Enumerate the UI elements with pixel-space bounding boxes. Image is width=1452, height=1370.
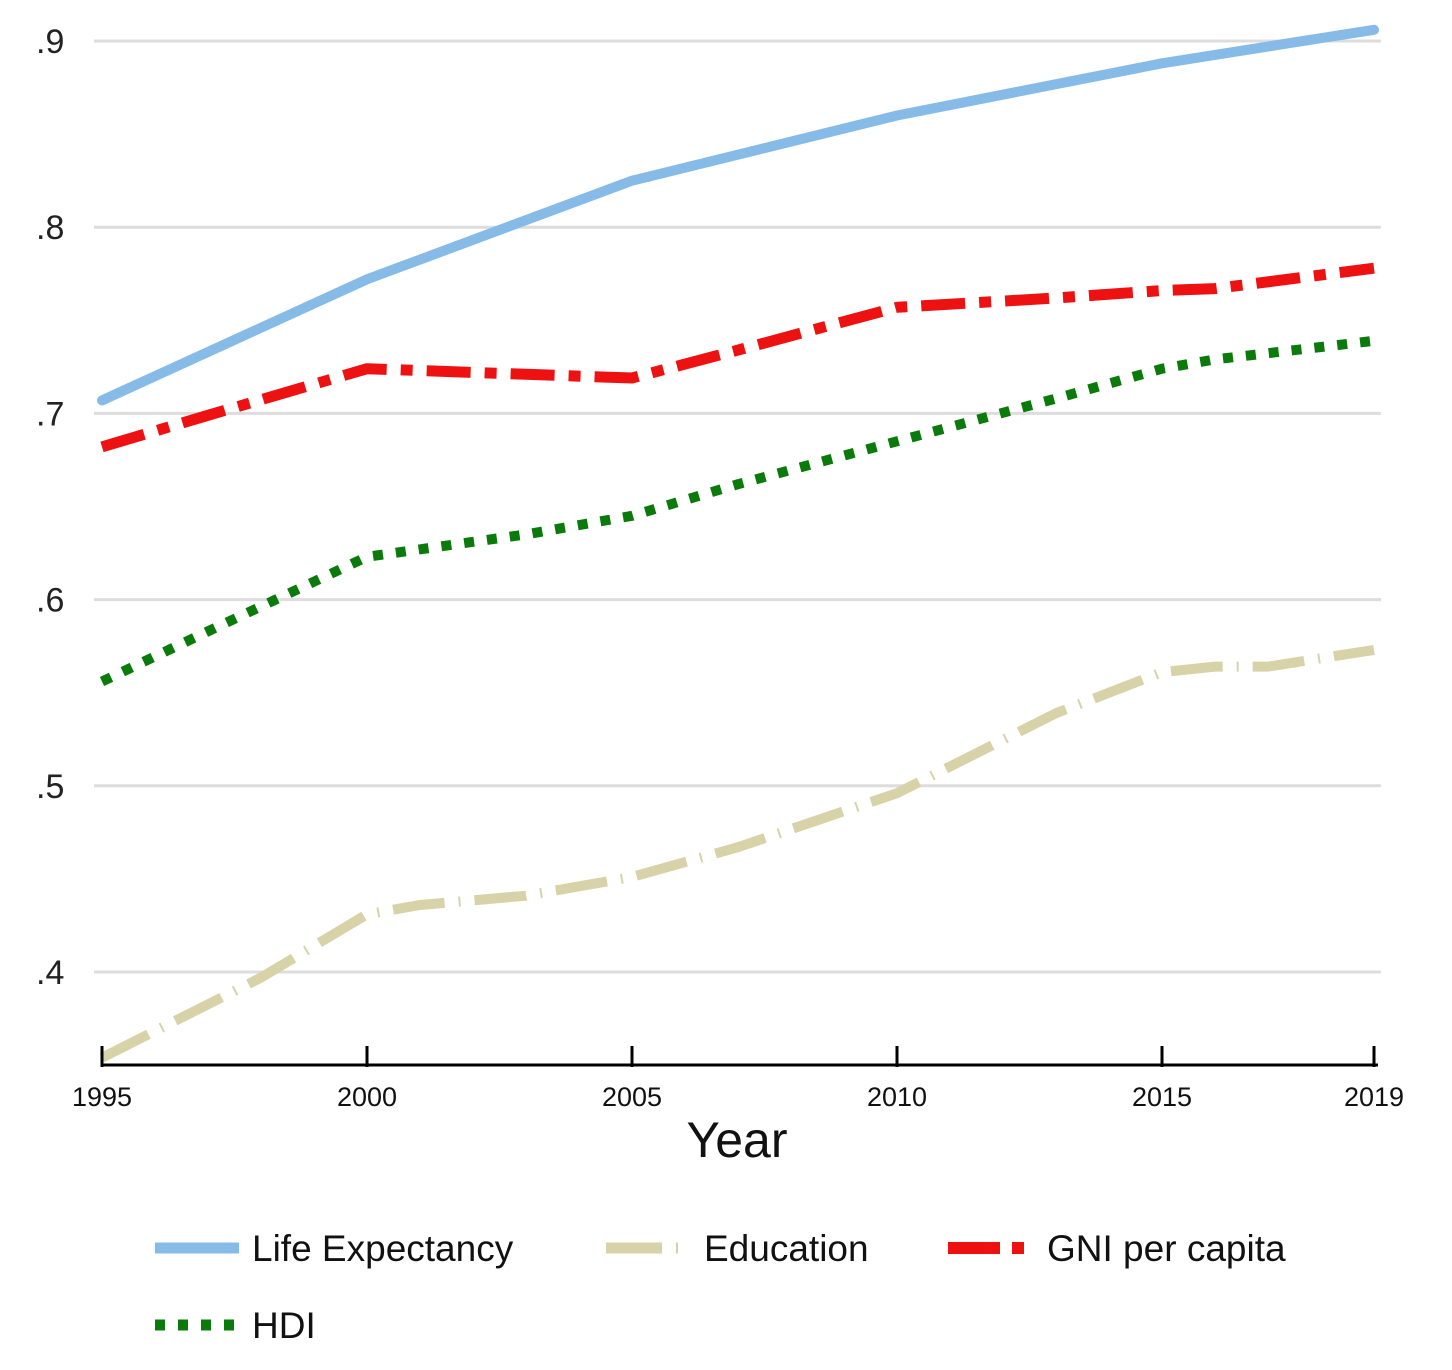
legend-label-life-expectancy: Life Expectancy	[252, 1228, 514, 1269]
x-tick-label: 1995	[72, 1082, 132, 1112]
legend: Life Expectancy Education GNI per capita HD…	[155, 1228, 1286, 1346]
x-tick-label: 2015	[1132, 1082, 1192, 1112]
legend-label-gni-per-capita: GNI per capita	[1047, 1228, 1286, 1269]
x-tick-label: 2005	[602, 1082, 662, 1112]
series-line-gni-per-capita	[100, 262, 1375, 453]
y-tick-label: .5	[36, 768, 64, 806]
y-tick-label: .6	[36, 582, 64, 620]
legend-label-education: Education	[704, 1228, 869, 1269]
x-axis-title: Year	[686, 1112, 787, 1168]
y-tick-label: .9	[36, 23, 64, 61]
series-lines	[97, 24, 1379, 1063]
y-axis-ticks: .4 .5 .6 .7 .8 .9	[36, 23, 64, 992]
y-tick-label: .4	[36, 954, 64, 992]
x-tick-label: 2000	[337, 1082, 397, 1112]
y-tick-label: .7	[36, 395, 64, 433]
x-axis: 1995 2000 2005 2010 2015 2019	[72, 1046, 1404, 1112]
series-line-education	[99, 644, 1375, 1063]
series-line-hdi	[99, 335, 1375, 687]
x-tick-label: 2019	[1344, 1082, 1404, 1112]
series-line-life-expectancy	[97, 24, 1379, 406]
grid-lines	[94, 39, 1381, 974]
x-tick-label: 2010	[867, 1082, 927, 1112]
y-tick-label: .8	[36, 209, 64, 247]
legend-label-hdi: HDI	[252, 1305, 316, 1346]
